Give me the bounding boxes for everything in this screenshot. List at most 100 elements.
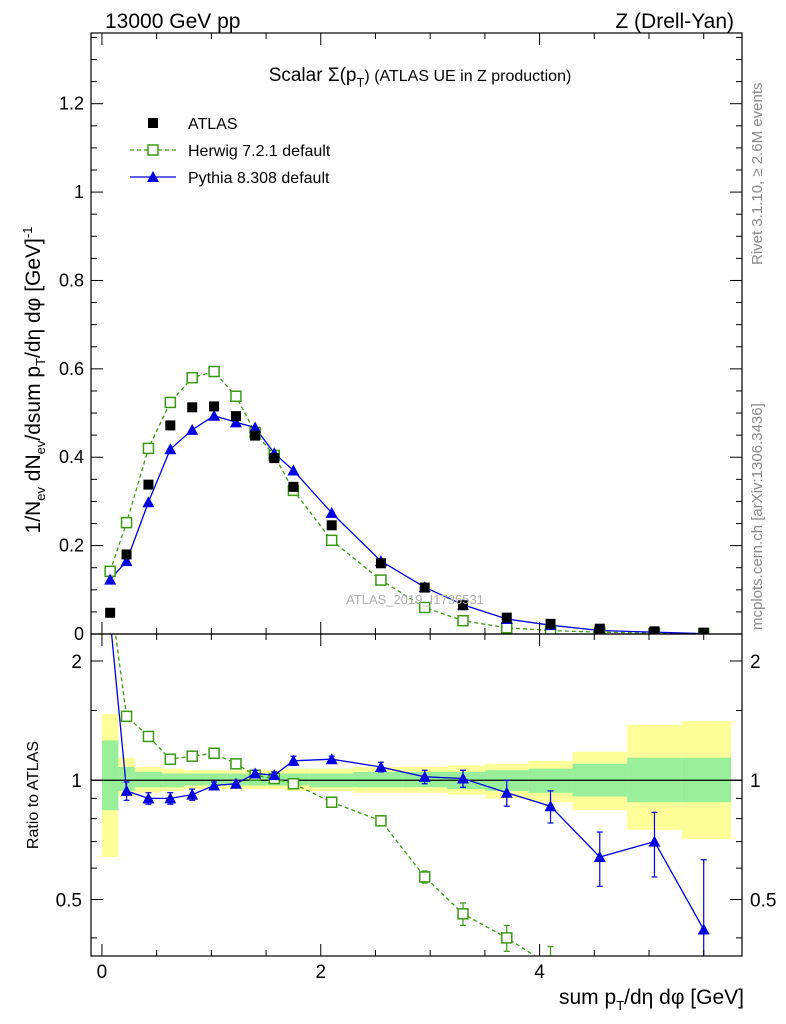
pythia-point [164,443,177,455]
legend-marker-herwig [147,144,159,156]
atlas-point [230,411,241,422]
ratio-y-tick-label-right: 2 [750,652,761,673]
ratio-y-tick-label: 1 [71,771,82,792]
pythia-ratio-point [249,767,262,779]
herwig-ratio-point [120,710,133,723]
herwig-point [186,371,198,384]
pythia-ratio-point [544,800,557,812]
ratio-band-inner [118,767,135,791]
atlas-point [649,626,660,634]
legend: ATLAS Herwig 7.2.1 default Pythia 8.308 … [130,116,331,187]
ratio-y-axis-title: Ratio to ATLAS [25,741,42,849]
atlas-point [419,582,430,593]
main-data-layer [104,365,710,634]
pythia-point [325,506,338,518]
x-tick-label: 2 [315,962,326,983]
legend-marker-pythia [147,171,159,182]
atlas-point [143,479,154,490]
mcplots-label: mcplots.cern.ch [arXiv:1306.3436] [749,403,766,630]
pythia-point [229,416,242,428]
herwig-point [120,516,133,529]
pythia-point [287,464,300,476]
herwig-ratio-point [457,908,469,920]
analysis-watermark: ATLAS_2019_I1736531 [346,592,484,607]
herwig-ratio-point [164,753,177,765]
pythia-ratio-point [325,753,338,765]
pythia-ratio-point [142,792,155,804]
y-tick-label: 1.2 [59,94,84,114]
pythia-ratio-point [268,769,281,781]
atlas-point [375,558,386,569]
atlas-point [165,420,176,431]
y-axis-title: 1/Nev dNev/dsum pT/dη dφ [GeV]-1 [20,227,48,534]
ratio-band-inner [134,771,163,788]
x-tick-label: 4 [534,962,545,983]
atlas-point [501,612,512,623]
legend-label-atlas: ATLAS [188,116,238,133]
pythia-point [249,421,262,433]
y-tick-label: 0.2 [59,536,84,556]
y-tick-label: 0 [74,624,84,644]
atlas-point [288,481,299,492]
main-plot: 0 0.2 0.4 0.6 0.8 1 1.2 [59,32,743,644]
herwig-ratio-point [230,758,242,770]
pythia-point [120,555,133,567]
pythia-ratio-point [164,792,177,804]
ratio-frame [90,633,743,957]
ratio-band-inner [227,773,247,786]
pythia-ratio-point [120,784,133,796]
pythia-ratio-point [418,770,431,782]
ratio-y-tick-label: 0.5 [56,890,82,911]
plot-title: Scalar Σ(pT) (ATLAS UE in Z production) [269,65,572,90]
atlas-point [209,401,220,412]
herwig-point [325,534,338,547]
legend-label-pythia: Pythia 8.308 default [188,170,330,187]
herwig-point [230,390,242,403]
y-tick-label: 0.4 [59,447,84,467]
atlas-point [326,520,337,531]
legend-label-herwig: Herwig 7.2.1 default [188,143,331,160]
herwig-ratio-point [546,961,556,971]
x-tick-label: 0 [97,962,108,983]
herwig-point [457,614,469,627]
herwig-ratio-point [208,747,220,759]
atlas-point [545,618,556,629]
herwig-ratio-point [418,871,431,883]
ratio-plot: 0.5 0.5 1 1 2 2 0 2 4 [56,589,776,983]
herwig-point [208,365,220,378]
herwig-ratio-point [105,589,115,599]
herwig-point [418,601,431,614]
atlas-point [250,430,261,441]
atlas-point [105,607,116,618]
ratio-y-tick-label-right: 1 [750,771,761,792]
y-tick-label: 0.6 [59,359,84,379]
herwig-ratio-point [142,730,155,743]
herwig-point [375,574,387,586]
herwig-ratio-point [501,932,513,944]
pythia-point [186,423,199,435]
pythia-ratio-point [593,851,606,863]
herwig-ratio-point [325,796,338,808]
pythia-ratio-point [648,835,661,847]
ratio-y-tick-label-right: 0.5 [750,890,776,911]
atlas-point [269,453,280,464]
ratio-y-tick-label: 2 [71,652,82,673]
pythia-point [104,573,117,585]
pythia-ratio-point [697,923,710,935]
pythia-ratio-point [287,754,300,766]
y-tick-label: 0.8 [59,270,84,290]
process-label: Z (Drell-Yan) [615,10,734,33]
pythia-ratio-point [500,786,513,798]
atlas-point [594,623,605,634]
herwig-ratio-point [287,777,300,790]
pythia-ratio-point [374,761,387,773]
atlas-point [187,402,198,413]
ratio-band-inner [205,773,228,786]
ratio-band-inner [353,771,403,788]
atlas-point [458,600,468,611]
x-axis-title: sum pT/dη dφ [GeV] [559,986,744,1013]
legend-marker-atlas [148,118,158,128]
ratio-band-inner [184,773,206,786]
ratio-data-layer [91,589,742,971]
